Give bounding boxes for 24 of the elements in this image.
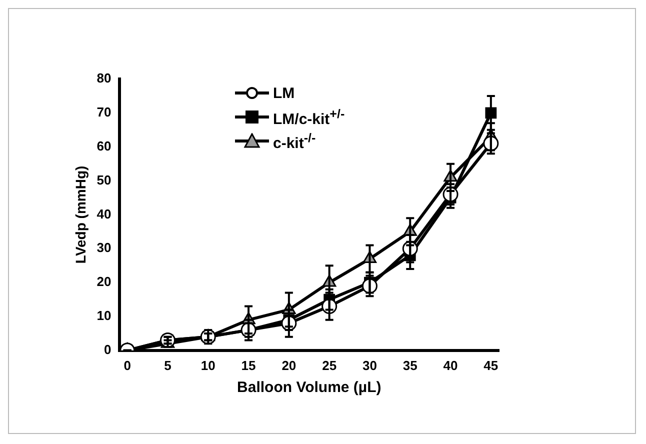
y-tick-label: 80	[96, 70, 112, 86]
x-axis-title: Balloon Volume (µL)	[237, 379, 382, 396]
y-tick-label: 50	[96, 172, 112, 188]
x-tick-label: 40	[443, 358, 458, 373]
x-tick-label: 45	[484, 358, 498, 373]
y-tick-label: 40	[96, 206, 112, 222]
y-tick-label: 70	[96, 104, 112, 120]
x-tick-label: 5	[164, 358, 172, 373]
y-tick-label: 10	[96, 308, 112, 324]
x-tick-label: 20	[282, 358, 296, 373]
x-tick-label: 10	[200, 358, 216, 373]
y-tick-label: 0	[104, 342, 112, 357]
x-tick-label: 25	[322, 358, 337, 373]
y-tick-label: 60	[96, 138, 112, 154]
legend-label: LM	[273, 84, 295, 102]
x-tick-label: 0	[124, 358, 131, 373]
y-axis-title: LVedp (mmHg)	[72, 166, 88, 264]
legend-label: c-kit$^{-/-}$	[273, 130, 316, 152]
y-tick-label: 30	[96, 240, 112, 256]
y-tick-label: 20	[96, 274, 112, 290]
x-tick-label: 15	[241, 358, 256, 373]
legend-label: LM/c-kit$^{+/-}$	[273, 106, 345, 128]
x-tick-label: 30	[362, 358, 377, 373]
x-tick-label: 35	[402, 358, 418, 373]
